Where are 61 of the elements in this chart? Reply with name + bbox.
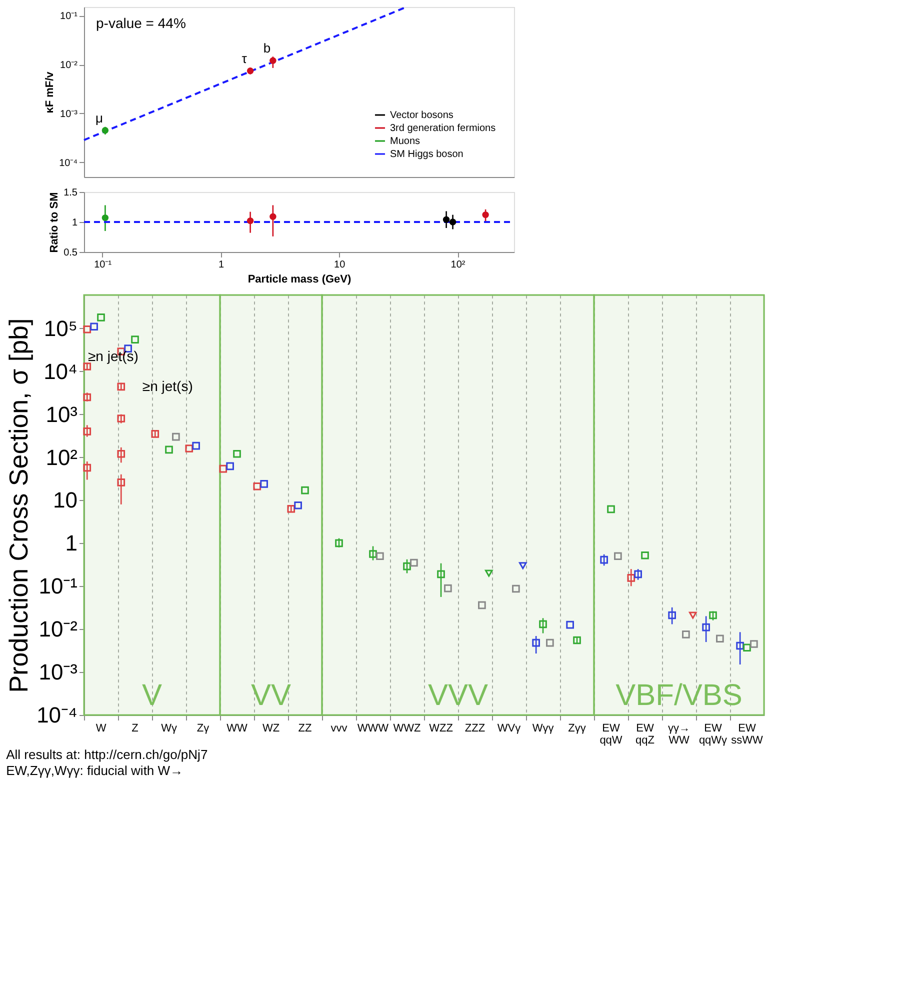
annotation: b — [263, 40, 271, 56]
y-axis-title: Production Cross Section, σ [pb] — [4, 318, 34, 693]
x-tick-label: 10² — [450, 260, 466, 270]
x-tick-label: vvv — [330, 722, 348, 734]
y-tick-label: 10⁻² — [38, 616, 78, 642]
annotation: p-value = 44% — [96, 15, 186, 31]
y-tick-label: 10⁻² — [60, 60, 78, 71]
band-label: VV — [250, 679, 292, 712]
y-tick-label: 1 — [72, 218, 78, 228]
y-tick-label: 0.5 — [64, 248, 78, 258]
y-tick-label: 10 — [53, 488, 78, 513]
x-tick-label: Wγ — [161, 722, 178, 734]
annotation: μ — [95, 110, 103, 126]
y-tick-label: 10⁻⁴ — [36, 702, 78, 728]
x-tick-label: ZZ — [298, 722, 312, 734]
legend-label: Vector bosons — [390, 110, 454, 121]
x-tick-label: W — [96, 722, 107, 734]
y-tick-label: 10⁻³ — [38, 660, 78, 685]
x-tick-label: WVγ — [497, 722, 522, 734]
text: All results at: http://cern.ch/go/pNj7 — [6, 747, 208, 762]
x-tick-label: ZZZ — [464, 722, 486, 734]
x-tick-label: Z — [132, 722, 139, 734]
annotation: τ — [242, 50, 248, 66]
band-label: V — [142, 679, 162, 712]
annotation: ≥n jet(s) — [88, 348, 138, 364]
legend-label: Muons — [390, 136, 420, 147]
x-tick-label: Wγγ — [532, 722, 554, 734]
x-tick-label: 10⁻¹ — [94, 260, 112, 270]
legend-label: 3rd generation fermions — [390, 123, 496, 134]
text: EW,Zγγ,Wγγ: fiducial with W→ — [6, 763, 184, 778]
y-tick-label: 10⁻⁴ — [59, 158, 78, 169]
y-tick-label: 10² — [46, 444, 78, 470]
x-axis-title: Particle mass (GeV) — [248, 274, 352, 286]
x-tick-label: γγ→ WW — [668, 722, 690, 746]
y-axis-title: κF mF/v — [44, 70, 56, 114]
band-label: VVV — [428, 679, 488, 712]
x-tick-label: EW qqZ — [636, 722, 655, 746]
y-tick-label: 10⁴ — [44, 358, 78, 384]
x-tick-label: 10 — [334, 260, 346, 270]
x-tick-label: Zγ — [196, 722, 210, 734]
x-tick-label: WZ — [262, 722, 280, 734]
x-tick-label: WWW — [357, 722, 390, 734]
x-tick-label: 1 — [218, 260, 224, 270]
y-tick-label: 10⁻³ — [60, 108, 78, 120]
x-tick-label: EW ssWW — [731, 722, 764, 746]
y-tick-label: 10⁵ — [44, 316, 78, 341]
x-tick-label: EW qqW — [600, 722, 623, 746]
legend-label: SM Higgs boson — [390, 149, 464, 160]
y-axis-title: Ratio to SM — [48, 192, 61, 253]
y-tick-label: 1.5 — [64, 188, 78, 198]
x-tick-label: WW — [226, 722, 248, 734]
x-tick-label: WWZ — [393, 722, 422, 734]
y-tick-label: 10³ — [46, 402, 78, 427]
y-tick-label: 10⁻¹ — [38, 574, 78, 599]
x-tick-label: EW qqWγ — [698, 722, 728, 746]
x-tick-label: WZZ — [429, 722, 454, 734]
y-tick-label: 1 — [65, 530, 78, 556]
annotation: ≥n jet(s) — [142, 378, 193, 394]
x-tick-label: Zγγ — [568, 722, 586, 734]
y-tick-label: 10⁻¹ — [60, 11, 78, 22]
band-label: VBF/VBS — [616, 679, 742, 712]
